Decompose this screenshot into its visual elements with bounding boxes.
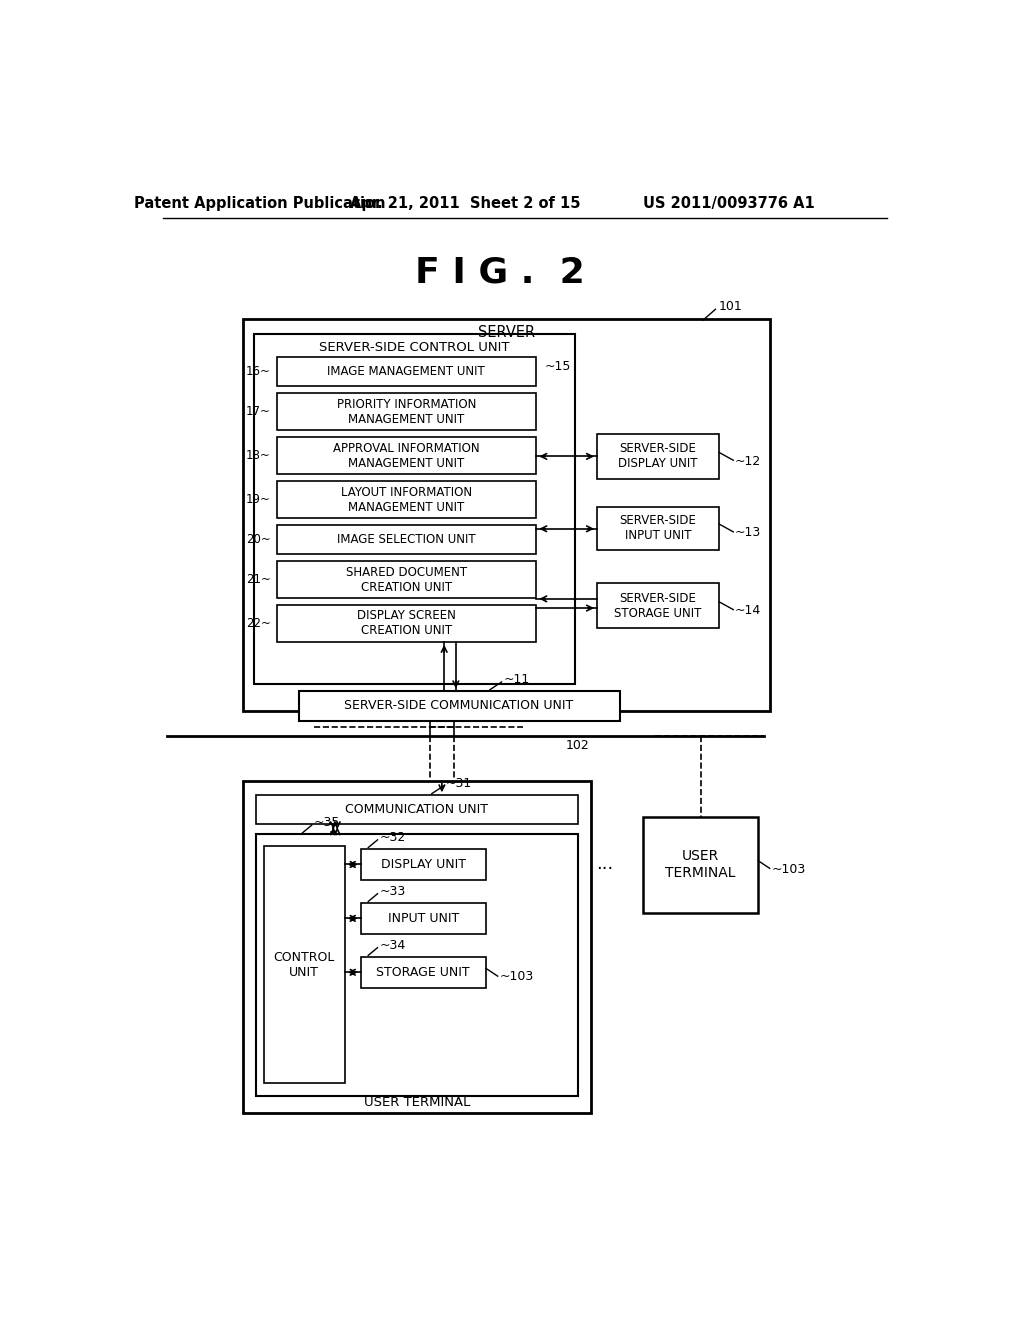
Text: SERVER-SIDE
DISPLAY UNIT: SERVER-SIDE DISPLAY UNIT (618, 442, 697, 470)
Text: PRIORITY INFORMATION
MANAGEMENT UNIT: PRIORITY INFORMATION MANAGEMENT UNIT (337, 397, 476, 426)
Text: LAYOUT INFORMATION
MANAGEMENT UNIT: LAYOUT INFORMATION MANAGEMENT UNIT (341, 486, 472, 513)
Text: ~14: ~14 (735, 603, 761, 616)
Bar (276, 437, 537, 474)
Text: SHARED DOCUMENT
CREATION UNIT: SHARED DOCUMENT CREATION UNIT (346, 565, 467, 594)
Text: ~103: ~103 (500, 970, 535, 983)
Text: DISPLAY SCREEN
CREATION UNIT: DISPLAY SCREEN CREATION UNIT (356, 610, 456, 638)
Bar (597, 507, 719, 549)
Text: COMMUNICATION UNIT: COMMUNICATION UNIT (345, 804, 487, 816)
Bar (299, 692, 621, 721)
Text: ~34: ~34 (380, 939, 407, 952)
Text: Apr. 21, 2011  Sheet 2 of 15: Apr. 21, 2011 Sheet 2 of 15 (350, 195, 581, 211)
Text: ~103: ~103 (772, 862, 806, 875)
Text: ...: ... (596, 855, 613, 874)
Bar (360, 903, 486, 933)
Text: STORAGE UNIT: STORAGE UNIT (377, 966, 470, 979)
Bar (243, 780, 592, 1113)
Bar (256, 795, 578, 825)
Text: SERVER-SIDE
STORAGE UNIT: SERVER-SIDE STORAGE UNIT (614, 591, 701, 620)
Bar (643, 817, 758, 913)
Text: SERVER-SIDE CONTROL UNIT: SERVER-SIDE CONTROL UNIT (318, 342, 509, 354)
Bar (263, 846, 345, 1084)
Text: 102: 102 (566, 739, 590, 751)
Text: IMAGE MANAGEMENT UNIT: IMAGE MANAGEMENT UNIT (328, 366, 485, 379)
Bar (254, 334, 575, 684)
Text: ~15: ~15 (544, 360, 570, 372)
Text: ~13: ~13 (735, 527, 761, 539)
Text: ~11: ~11 (504, 673, 530, 686)
Text: 22~: 22~ (246, 616, 270, 630)
Text: F I G .  2: F I G . 2 (415, 255, 585, 289)
Text: USER TERMINAL: USER TERMINAL (364, 1096, 470, 1109)
Bar (597, 583, 719, 628)
Bar (276, 605, 537, 642)
Bar (276, 358, 537, 387)
Text: ~31: ~31 (445, 777, 472, 791)
Bar (360, 957, 486, 987)
Bar (243, 318, 770, 711)
Text: 20~: 20~ (246, 533, 270, 546)
Text: ~32: ~32 (380, 832, 407, 843)
Text: 21~: 21~ (246, 573, 270, 586)
Text: IMAGE SELECTION UNIT: IMAGE SELECTION UNIT (337, 533, 475, 546)
Bar (276, 561, 537, 598)
Text: ~12: ~12 (735, 454, 761, 467)
Text: SERVER-SIDE COMMUNICATION UNIT: SERVER-SIDE COMMUNICATION UNIT (344, 700, 573, 713)
Text: US 2011/0093776 A1: US 2011/0093776 A1 (643, 195, 814, 211)
Text: SERVER-SIDE
INPUT UNIT: SERVER-SIDE INPUT UNIT (620, 513, 696, 543)
Text: 19~: 19~ (246, 492, 270, 506)
Bar (256, 834, 578, 1096)
Text: Patent Application Publication: Patent Application Publication (134, 195, 385, 211)
Text: DISPLAY UNIT: DISPLAY UNIT (381, 858, 466, 871)
Text: 101: 101 (719, 300, 742, 313)
Text: ~35: ~35 (314, 816, 340, 829)
Text: ~33: ~33 (380, 884, 407, 898)
Text: CONTROL
UNIT: CONTROL UNIT (273, 950, 335, 978)
Text: 17~: 17~ (246, 405, 270, 418)
Text: 16~: 16~ (246, 366, 270, 379)
Text: SERVER: SERVER (477, 325, 535, 341)
Bar (276, 480, 537, 517)
Bar (597, 434, 719, 479)
Bar (276, 393, 537, 430)
Text: USER
TERMINAL: USER TERMINAL (666, 849, 736, 879)
Bar (276, 525, 537, 554)
Text: INPUT UNIT: INPUT UNIT (388, 912, 459, 925)
Text: 18~: 18~ (246, 449, 270, 462)
Text: APPROVAL INFORMATION
MANAGEMENT UNIT: APPROVAL INFORMATION MANAGEMENT UNIT (333, 442, 479, 470)
Bar (360, 849, 486, 880)
